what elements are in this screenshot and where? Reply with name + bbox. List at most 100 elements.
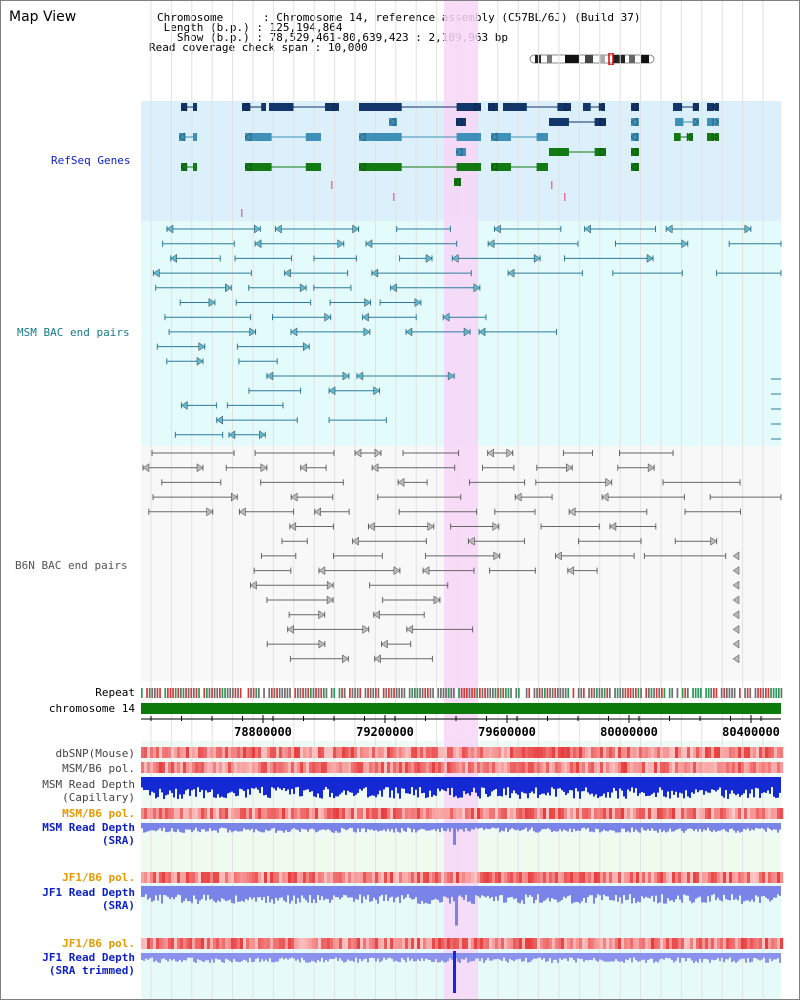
heat-cell	[420, 872, 424, 883]
depth-bar	[683, 777, 685, 799]
depth-bar	[295, 886, 297, 904]
b6n-bac-end-icon	[326, 595, 334, 605]
heat-cell	[321, 747, 325, 758]
depth-bar	[675, 823, 677, 830]
heat-cell	[615, 747, 619, 758]
heat-cell	[363, 938, 367, 949]
depth-bar	[413, 953, 415, 962]
depth-bar	[521, 953, 523, 962]
repeat-block	[421, 688, 424, 698]
axis-tick-label: 80000000	[600, 725, 658, 739]
repeat-block	[408, 688, 411, 698]
heat-cell	[612, 808, 616, 819]
heat-cell	[294, 938, 298, 949]
heat-cell	[192, 872, 196, 883]
heat-cell	[402, 808, 406, 819]
heat-cell	[384, 938, 388, 949]
label-b6n-bac[interactable]: B6N BAC end pairs	[15, 559, 128, 572]
depth-bar	[581, 886, 583, 902]
heat-cell	[675, 808, 679, 819]
repeat-block	[736, 688, 739, 698]
heat-cell	[210, 872, 214, 883]
depth-bar	[673, 886, 675, 903]
repeat-block	[432, 688, 434, 698]
heat-cell	[585, 872, 589, 883]
heat-cell	[603, 872, 607, 883]
gene-arrow	[630, 147, 638, 157]
gene-exon	[456, 103, 481, 111]
depth-bar	[505, 953, 507, 961]
depth-bar	[583, 777, 585, 792]
b6n-bac-end-icon	[605, 478, 612, 487]
heat-cell	[513, 808, 517, 819]
b6n-bac-end-icon	[393, 566, 401, 575]
heat-cell	[534, 872, 538, 883]
heat-cell	[438, 808, 442, 819]
msm-bac-end-icon	[371, 268, 379, 278]
depth-bar	[205, 823, 207, 832]
depth-bar	[293, 886, 295, 896]
depth-bar	[275, 953, 277, 962]
depth-bar	[663, 777, 665, 797]
heat-cell	[468, 762, 472, 773]
repeat-block	[167, 688, 169, 698]
depth-bar	[353, 886, 355, 902]
msm-bac-end-icon	[196, 356, 204, 366]
depth-bar	[261, 777, 263, 787]
repeat-block	[473, 688, 476, 698]
depth-bar	[375, 823, 377, 830]
depth-bar	[601, 953, 603, 961]
depth-bar	[329, 823, 331, 831]
heat-cell	[456, 762, 460, 773]
label-refseq-genes[interactable]: RefSeq Genes	[51, 154, 131, 167]
repeat-block	[437, 688, 440, 698]
depth-bar	[273, 886, 275, 904]
depth-bar	[573, 777, 575, 799]
depth-bar	[385, 823, 387, 832]
depth-bar	[501, 823, 503, 831]
depth-bar	[521, 777, 523, 792]
depth-bar	[563, 953, 565, 959]
msm-bac-end-icon	[299, 283, 307, 293]
gene-exon	[462, 118, 466, 126]
depth-bar	[735, 823, 737, 833]
chromosome-ideogram[interactable]	[529, 53, 657, 65]
depth-bar	[445, 777, 447, 792]
depth-bar	[223, 777, 225, 798]
heat-cell	[702, 747, 706, 758]
heat-cell	[390, 938, 394, 949]
heat-cell	[318, 938, 322, 949]
msm-bac-end-icon	[362, 312, 369, 322]
depth-bar	[289, 953, 291, 959]
depth-bar	[605, 823, 607, 832]
heat-cell	[390, 762, 394, 773]
heat-cell	[510, 872, 514, 883]
depth-bar	[609, 886, 611, 901]
depth-bar	[339, 823, 341, 833]
repeat-block	[146, 688, 148, 698]
depth-bar	[625, 953, 627, 960]
heat-cell	[681, 762, 685, 773]
depth-bar	[357, 777, 359, 793]
depth-bar	[541, 886, 543, 903]
depth-bar	[715, 823, 717, 832]
heat-cell	[312, 808, 316, 819]
heat-cell	[771, 747, 775, 758]
depth-bar	[775, 823, 777, 830]
depth-bar	[207, 886, 209, 896]
heat-cell	[231, 747, 235, 758]
depth-bar	[257, 953, 259, 958]
depth-bar	[331, 777, 333, 793]
heat-cell	[297, 938, 301, 949]
heat-cell	[441, 938, 445, 949]
repeat-block	[455, 688, 458, 698]
label-msm-bac[interactable]: MSM BAC end pairs	[17, 326, 130, 339]
heat-cell	[339, 747, 343, 758]
heat-cell	[567, 808, 571, 819]
repeat-block	[328, 688, 330, 698]
heat-cell	[642, 762, 646, 773]
heat-cell	[678, 747, 682, 758]
depth-bar	[301, 886, 303, 896]
depth-bar	[661, 823, 663, 833]
